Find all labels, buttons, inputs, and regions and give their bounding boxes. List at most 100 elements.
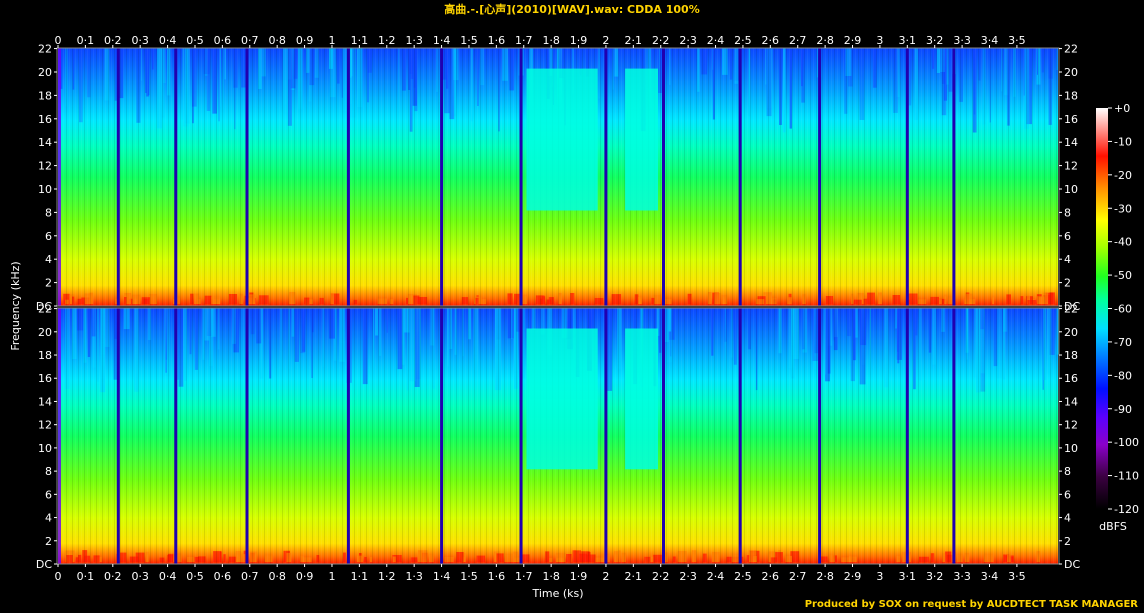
y-tick-label: 4 (1064, 512, 1071, 525)
x-tick-label: 2·4 (707, 34, 725, 47)
y-tick-label: 20 (38, 326, 52, 339)
x-tick-label: 2 (602, 570, 609, 583)
x-tick-label: 3·4 (981, 34, 999, 47)
y-tick-label: 22 (1064, 43, 1078, 56)
y-axis-label: Frequency (kHz) (9, 261, 22, 350)
y-tick-label: 2 (1064, 535, 1071, 548)
track-boundary (604, 48, 608, 306)
x-tick-label: 2·1 (625, 34, 643, 47)
track-boundary (346, 308, 350, 564)
x-tick-label: 0·3 (131, 570, 149, 583)
x-tick-label: 3·1 (899, 570, 917, 583)
x-tick-label: 0·2 (104, 34, 122, 47)
y-tick-label: 12 (1064, 160, 1078, 173)
panel-frame (56, 307, 1060, 565)
y-tick-label: 22 (38, 303, 52, 316)
y-tick-label: 6 (45, 230, 52, 243)
y-tick-label: 12 (1064, 419, 1078, 432)
x-tick-label: 1·5 (460, 570, 478, 583)
track-boundary (245, 48, 249, 306)
y-tick-label: DC (36, 300, 52, 313)
y-tick-label: 14 (38, 396, 52, 409)
x-tick-label: 1·3 (405, 570, 423, 583)
track-boundary (952, 308, 956, 564)
x-tick-label: 3·4 (981, 570, 999, 583)
colorbar-tick-label: -90 (1114, 403, 1132, 416)
x-tick-label: 2·2 (652, 570, 670, 583)
x-tick-label: 2·7 (789, 34, 807, 47)
track-boundary (604, 308, 608, 564)
y-tick-label: 12 (38, 419, 52, 432)
x-tick-label: 2 (602, 34, 609, 47)
y-tick-label: DC (36, 558, 52, 571)
y-tick-label: 10 (38, 183, 52, 196)
y-tick-label: 20 (1064, 66, 1078, 79)
track-boundary (662, 308, 665, 564)
colorbar-tick-label: -60 (1114, 303, 1132, 316)
x-tick-label: 1·3 (405, 34, 423, 47)
x-tick-label: 3·1 (899, 34, 917, 47)
y-tick-label: 10 (1064, 442, 1078, 455)
x-tick-label: 1·1 (351, 34, 369, 47)
x-tick-label: 0·6 (214, 570, 232, 583)
colorbar-tick-label: -110 (1114, 470, 1139, 483)
x-tick-label: 1·7 (515, 570, 533, 583)
x-tick-label: 0 (55, 34, 62, 47)
y-tick-label: 14 (1064, 396, 1078, 409)
track-boundary (905, 308, 909, 564)
x-tick-label: 1·6 (488, 34, 506, 47)
uniform-track-region (625, 328, 658, 470)
y-tick-label: 6 (45, 488, 52, 501)
y-tick-label: DC (1064, 300, 1080, 313)
y-tick-label: 18 (1064, 89, 1078, 102)
y-tick-label: 22 (38, 43, 52, 56)
track-boundary (738, 48, 742, 306)
y-tick-label: 6 (1064, 230, 1071, 243)
channel-1-panel (56, 47, 1060, 307)
uniform-track-region (526, 68, 598, 211)
x-tick-label: 2·2 (652, 34, 670, 47)
colorbar-tick-label: -20 (1114, 169, 1132, 182)
track-boundary (174, 48, 178, 306)
x-tick-label: 1 (329, 570, 336, 583)
y-tick-label: 10 (1064, 183, 1078, 196)
x-tick-label: 1·2 (378, 34, 396, 47)
y-tick-label: 16 (1064, 113, 1078, 126)
x-tick-label: 0·3 (131, 34, 149, 47)
x-tick-label: 0·1 (77, 34, 95, 47)
x-tick-label: 2·6 (762, 570, 780, 583)
x-tick-label: 0·9 (296, 34, 314, 47)
x-tick-label: 1·8 (542, 34, 560, 47)
y-tick-label: 2 (1064, 277, 1071, 290)
x-tick-label: 0·5 (186, 570, 204, 583)
y-tick-label: 4 (45, 253, 52, 266)
track-boundary (952, 48, 956, 306)
x-tick-label: 0·7 (241, 34, 259, 47)
track-boundary (818, 308, 822, 564)
panel-frame (56, 47, 1060, 307)
x-axis-label: Time (ks) (531, 587, 583, 600)
y-tick-label: 20 (1064, 326, 1078, 339)
x-tick-label: 3·5 (1008, 34, 1026, 47)
chart-title: 高曲.-.[心声](2010)[WAV].wav: CDDA 100% (444, 3, 700, 16)
x-tick-label: 0·4 (159, 34, 177, 47)
credit-text: Produced by SOX on request by AUCDTECT T… (804, 599, 1138, 610)
y-tick-label: 4 (45, 512, 52, 525)
y-tick-label: 2 (45, 535, 52, 548)
y-tick-label: 14 (1064, 136, 1078, 149)
x-tick-label: 2·1 (625, 570, 643, 583)
uniform-track-region (625, 68, 658, 211)
x-tick-label: 0 (55, 570, 62, 583)
y-tick-label: 12 (38, 160, 52, 173)
track-boundary (905, 48, 909, 306)
x-tick-label: 3·2 (926, 34, 944, 47)
colorbar-tick-label: -50 (1114, 269, 1132, 282)
x-tick-label: 1·6 (488, 570, 506, 583)
x-tick-label: 0·5 (186, 34, 204, 47)
x-tick-label: 2·9 (844, 570, 862, 583)
edge-artifact (58, 308, 61, 564)
colorbar-tick-label: -80 (1114, 369, 1132, 382)
track-boundary (738, 308, 742, 564)
